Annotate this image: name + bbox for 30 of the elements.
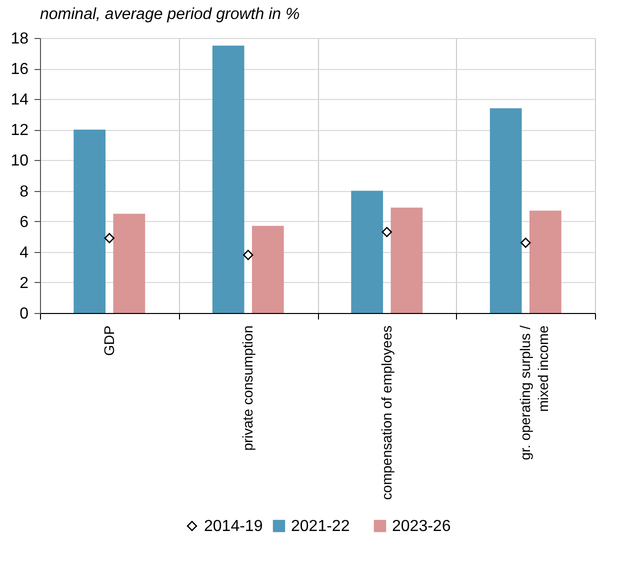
legend-label: 2021-22	[291, 518, 350, 535]
bar	[252, 226, 284, 313]
bar	[529, 210, 562, 313]
bar	[390, 208, 423, 313]
x-tick-label: private consumption	[240, 326, 256, 451]
bar	[113, 214, 146, 313]
bar	[74, 130, 106, 313]
y-tick-label: 14	[10, 92, 29, 109]
y-tick-label: 8	[20, 183, 29, 200]
legend-label: 2023-26	[392, 518, 451, 535]
x-tick-label: compensation of employees	[378, 326, 394, 500]
point	[243, 250, 254, 260]
y-tick-label: 6	[20, 214, 29, 231]
point	[104, 233, 114, 244]
y-tick-label: 10	[10, 152, 29, 170]
y-tick-label: 0	[20, 306, 29, 322]
point	[520, 238, 531, 248]
point	[382, 226, 392, 238]
bar	[212, 46, 244, 313]
bar	[490, 108, 522, 313]
legend-label: 2014-19	[204, 518, 263, 535]
bar	[351, 190, 384, 313]
x-tick-label: GDP	[100, 326, 117, 356]
y-tick-label: 2	[20, 274, 29, 292]
y-tick-label: 16	[10, 61, 29, 78]
y-tick-label: 4	[20, 244, 29, 262]
x-tick-label: gr. operating surplus / mixed income	[517, 325, 552, 460]
y-tick-label: 12	[10, 122, 29, 140]
chart-title: nominal, average period growth in %	[40, 6, 300, 23]
y-tick-label: 18	[10, 30, 29, 48]
